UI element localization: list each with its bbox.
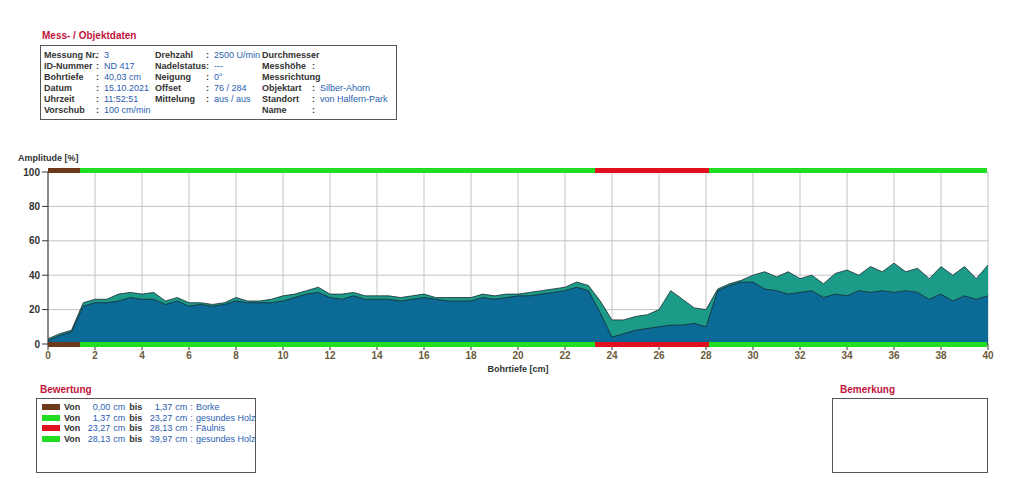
html-text:Standort: Standort — [262, 94, 299, 104]
svg-text:24: 24 — [606, 350, 618, 361]
html-text:23,27 cm : gesundes Holz: 23,27 cm : gesundes Holz — [149, 412, 256, 423]
svg-text:80: 80 — [29, 201, 41, 212]
html-text:Offset: Offset — [155, 83, 181, 93]
html-text:76 / 284: 76 / 284 — [214, 83, 247, 93]
html-text:2500 U/min: 2500 U/min — [214, 50, 260, 60]
html-text:Name: Name — [262, 105, 287, 115]
html-text:Mess- / Objektdaten: Mess- / Objektdaten — [42, 30, 137, 41]
html-text:von Halfern-Park: von Halfern-Park — [320, 94, 388, 104]
html-text:0°: 0° — [214, 72, 223, 82]
svg-text:22: 22 — [559, 350, 571, 361]
html-text:40,03 cm: 40,03 cm — [104, 72, 141, 82]
html-text:Messhöhe: Messhöhe — [262, 61, 306, 71]
html-text:0,00 cm bis: 0,00 cm bis — [92, 402, 143, 412]
html-text:100 cm/min: 100 cm/min — [104, 105, 151, 115]
html-text:1,37 cm : Borke: 1,37 cm : Borke — [154, 402, 220, 412]
svg-text:4: 4 — [139, 350, 145, 361]
html-text:3: 3 — [104, 50, 109, 60]
html-text:1,37 cm bis: 1,37 cm bis — [92, 412, 143, 423]
html-text:Durchmesser: Durchmesser — [262, 50, 320, 60]
svg-text:14: 14 — [371, 350, 383, 361]
svg-text:36: 36 — [888, 350, 900, 361]
html-text:Datum: Datum — [44, 83, 72, 93]
html-text:28,13 cm bis: 28,13 cm bis — [87, 433, 143, 444]
svg-text:12: 12 — [324, 350, 336, 361]
html-text:Bewertung: Bewertung — [40, 384, 92, 395]
svg-text:10: 10 — [277, 350, 289, 361]
html-text:ID-Nummer :: ID-Nummer : — [44, 61, 99, 71]
html-text:Bohrtiefe: Bohrtiefe — [44, 72, 84, 82]
html-text:Mittelung: Mittelung — [155, 94, 195, 104]
svg-text:0: 0 — [45, 350, 51, 361]
svg-text:28: 28 — [700, 350, 712, 361]
html-text:15.10.2021: 15.10.2021 — [104, 83, 149, 93]
svg-text:40: 40 — [29, 270, 41, 281]
html-text:Uhrzeit: Uhrzeit — [44, 94, 75, 104]
svg-text:26: 26 — [653, 350, 665, 361]
svg-text:8: 8 — [233, 350, 239, 361]
html-text:Bohrtiefe [cm]: Bohrtiefe [cm] — [487, 364, 549, 374]
svg-text:38: 38 — [935, 350, 947, 361]
svg-text:34: 34 — [841, 350, 853, 361]
html-text:Vorschub: Vorschub — [44, 105, 85, 115]
svg-text:60: 60 — [29, 235, 41, 246]
html-text:Von: Von — [64, 402, 81, 412]
svg-text:18: 18 — [465, 350, 477, 361]
svg-text:40: 40 — [982, 350, 994, 361]
svg-text:20: 20 — [512, 350, 524, 361]
html-text:aus / aus: aus / aus — [214, 94, 251, 104]
html-text:Von: Von — [64, 433, 81, 444]
html-text:Bemerkung: Bemerkung — [840, 384, 895, 395]
html-text:ND 417: ND 417 — [104, 61, 135, 71]
svg-text:32: 32 — [794, 350, 806, 361]
html-text:Neigung: Neigung — [155, 72, 191, 82]
html-text:Von: Von — [64, 423, 81, 433]
html-text:Amplitude [%]: Amplitude [%] — [18, 153, 79, 163]
svg-text:2: 2 — [92, 350, 98, 361]
html-text:Nadelstatus:: Nadelstatus: — [155, 61, 209, 71]
html-text:11:52:51: 11:52:51 — [104, 94, 139, 104]
html-text:23,27 cm bis: 23,27 cm bis — [87, 423, 143, 433]
svg-text:0: 0 — [34, 339, 40, 350]
svg-text:100: 100 — [23, 167, 40, 178]
html-text:Drehzahl: Drehzahl — [155, 50, 193, 60]
html-text:28,13 cm : Fäulnis: 28,13 cm : Fäulnis — [149, 423, 225, 433]
svg-text:16: 16 — [418, 350, 430, 361]
html-text:Messrichtung: Messrichtung — [262, 72, 321, 82]
html-text:Objektart: Objektart — [262, 83, 302, 93]
html-text:39,97 cm : gesundes Holz: 39,97 cm : gesundes Holz — [149, 433, 256, 444]
html-text:Von: Von — [64, 412, 81, 423]
svg-text:6: 6 — [186, 350, 192, 361]
svg-text:30: 30 — [747, 350, 759, 361]
html-text:Messung Nr.:: Messung Nr.: — [44, 50, 99, 60]
svg-text:20: 20 — [29, 304, 41, 315]
html-text:Silber-Ahorn: Silber-Ahorn — [320, 83, 370, 93]
